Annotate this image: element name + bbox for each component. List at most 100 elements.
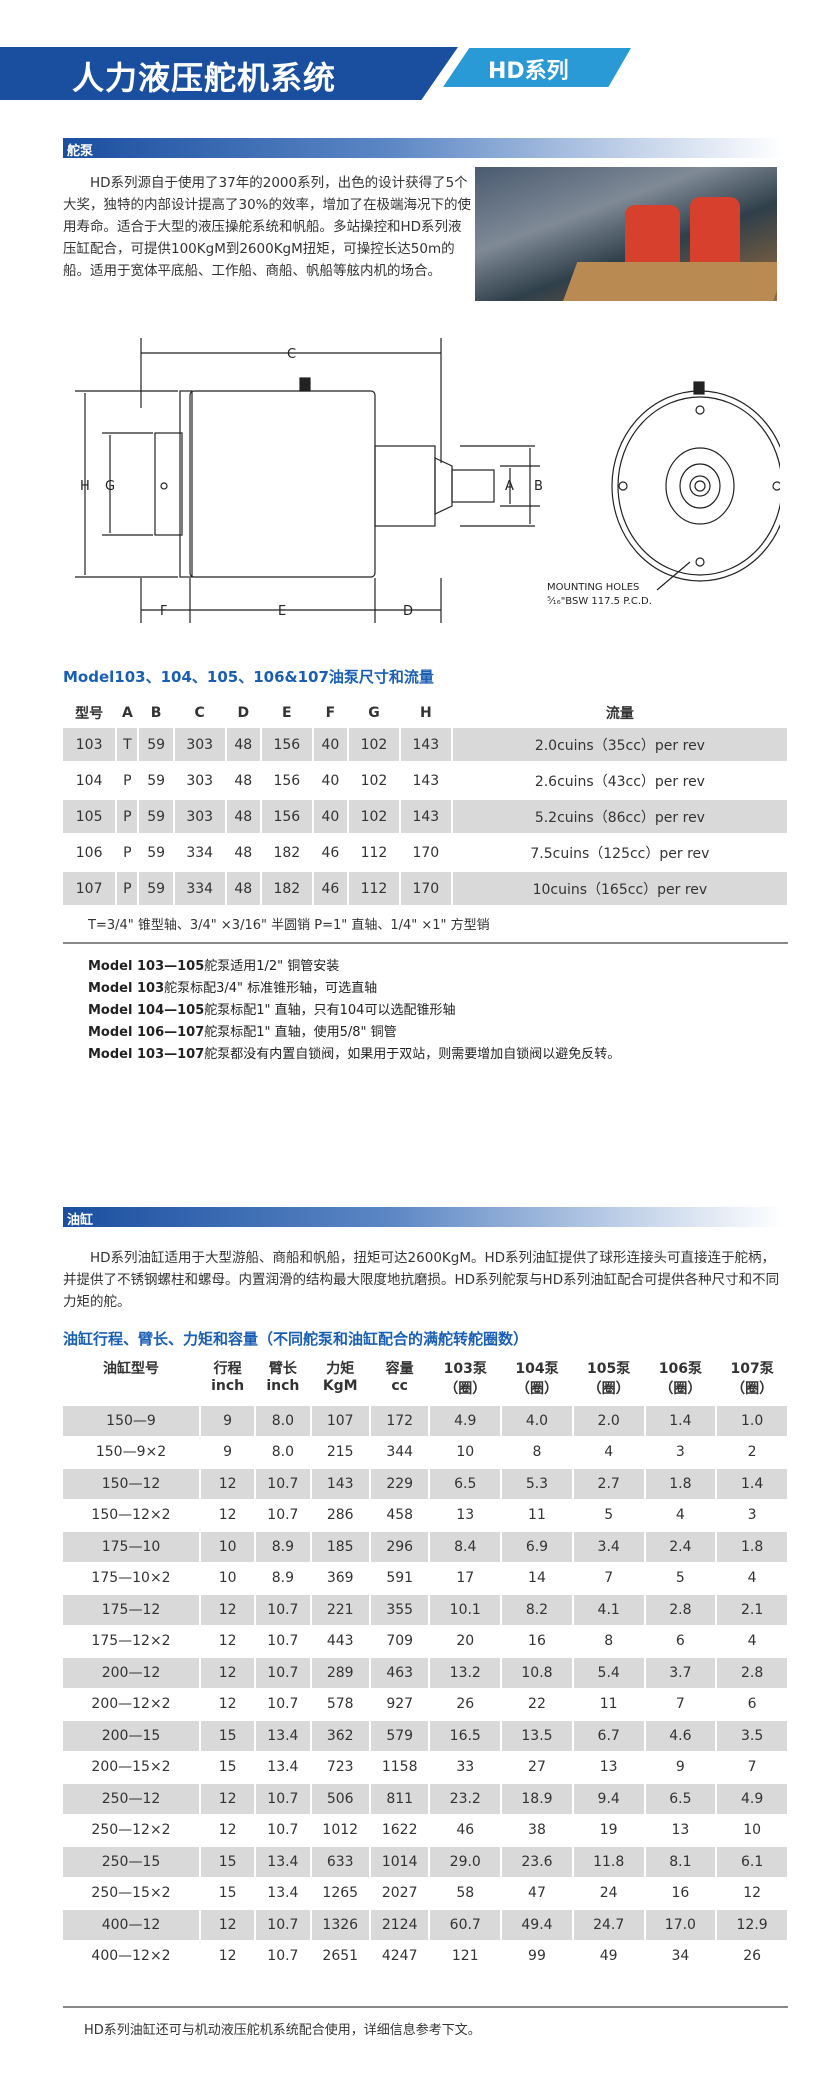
note-line: Model 103—105舵泵适用1/2" 铜管安装 [88,956,620,978]
table-cell: 156 [261,800,312,836]
table-cell: 22 [502,1690,572,1721]
column-header: B [150,705,162,721]
table-cell: 170 [400,872,451,908]
pump-description: HD系列源自于使用了37年的2000系列，出色的设计获得了5个大奖，独特的内部设… [63,175,472,279]
table-row: 200—12×2 12 10.7 578 927 26 22 11 7 6 [63,1690,787,1721]
table-row: 200—12 12 10.7 289 463 13.2 10.8 5.4 3.7 2.8 [63,1658,787,1690]
table-cell: 10.7 [256,1910,310,1942]
table-cell: 106 [63,836,116,872]
column-header: F [325,705,336,721]
note-text: 舵泵适用1/2" 铜管安装 [204,959,340,974]
table-cell: 12 [201,1816,255,1847]
table-cell: 7 [573,1564,644,1595]
table-cell: 6.5 [645,1784,716,1816]
table-cell: 10.7 [256,1627,310,1658]
table-cell: 105 [63,800,116,836]
table-cell: 4 [645,1501,716,1532]
table-cell: 172 [370,1406,429,1438]
table-cell: 9 [201,1438,255,1469]
table-row: 103 T 59 303 48 156 40 102 143 2.0cuins（35cc）per … [63,728,787,764]
mounting-spec-label: ⁵⁄₁₆"BSW 117.5 P.C.D. [547,596,652,607]
table-cell: 709 [370,1627,429,1658]
column-header: 104泵 （圈） [502,1358,572,1406]
column-header-line1: 104泵 [515,1361,559,1377]
section-title: 舵泵 [67,144,94,159]
table-cell: 59 [139,800,173,836]
table-cell: 2.8 [717,1658,787,1690]
table-cell: 10.7 [256,1816,310,1847]
column-header: G [368,705,380,721]
table-cell: 12 [201,1658,255,1690]
table-cell: P [117,764,138,800]
table-cell: 59 [139,836,173,872]
table-cell: 102 [349,764,399,800]
table-cell: 6.9 [502,1532,572,1564]
table-cell: 1.4 [645,1406,716,1438]
table-cell: 250—12×2 [63,1816,199,1847]
table-cell: 150—9 [63,1406,199,1438]
cylinder-footnote: HD系列油缸还可与机动液压舵机系统配合使用，详细信息参考下文。 [84,2023,481,2038]
table-cell: 150—12 [63,1469,199,1501]
table-cell: 11 [502,1501,572,1532]
table-cell: 8.9 [256,1532,310,1564]
table-cell: 579 [370,1721,429,1753]
column-header: 103泵 （圈） [430,1358,500,1406]
table-cell: 8.0 [256,1438,310,1469]
pump-table-title: Model103、104、105、106&107油泵尺寸和流量 [63,668,434,686]
table-cell: 591 [370,1564,429,1595]
section-header-cylinder: 油缸 [63,1207,783,1228]
table-cell: 1014 [370,1847,429,1879]
column-header: E [282,705,292,721]
table-cell: 443 [311,1627,369,1658]
table-row: 175—12×2 12 10.7 443 709 20 16 8 6 4 [63,1627,787,1658]
note-text: 舵泵都没有内置自锁阀，如果用于双站，则需要增加自锁阀以避免反转。 [204,1047,621,1062]
table-cell: 112 [349,836,399,872]
column-header-line2: cc [391,1378,408,1394]
table-cell: 286 [311,1501,369,1532]
table-cell: 400—12×2 [63,1942,199,1973]
column-header: 流量 [605,706,634,722]
dim-d-label: D [403,604,413,619]
table-cell: 5 [645,1564,716,1595]
table-cell: 200—15 [63,1721,199,1753]
table-cell: 16 [502,1627,572,1658]
column-header: C [194,705,205,721]
table-cell: 12 [201,1784,255,1816]
table-cell: 102 [349,800,399,836]
table-row: 105 P 59 303 48 156 40 102 143 5.2cuins（86cc）per … [63,800,787,836]
table-cell: 185 [311,1532,369,1564]
table-cell: 6 [645,1627,716,1658]
table-cell: 12 [201,1595,255,1627]
table-cell: 175—10×2 [63,1564,199,1595]
table-cell: 334 [174,872,225,908]
table-cell: 19 [573,1816,644,1847]
table-cell: 7 [645,1690,716,1721]
table-cell: 15 [201,1847,255,1879]
column-header: 106泵 （圈） [646,1358,716,1406]
cylinder-table: 油缸型号 行程 inch 臂长 inch 力矩 KgM 容量 cc 103泵 （圈） 104泵 （圈） 1… [61,1358,789,1973]
table-cell: 7 [717,1753,787,1784]
table-cell: 20 [430,1627,501,1658]
table-row: 200—15 15 13.4 362 579 16.5 13.5 6.7 4.6 3.5 [63,1721,787,1753]
table-cell: 1012 [311,1816,369,1847]
table-cell: 143 [311,1469,369,1501]
table-cell: 3 [645,1438,716,1469]
note-text: 舵泵标配3/4" 标准锥形轴，可选直轴 [164,981,378,996]
table-cell: 4.0 [502,1406,572,1438]
table-row: 175—12 12 10.7 221 355 10.1 8.2 4.1 2.8 2.1 [63,1595,787,1627]
table-cell: 175—12 [63,1595,199,1627]
table-cell: 48 [226,728,260,764]
note-model: Model 104—105 [88,1003,205,1018]
table-cell: 221 [311,1595,369,1627]
table-cell: 200—12×2 [63,1690,199,1721]
table-cell: 8.2 [502,1595,572,1627]
table-row: 400—12 12 10.7 1326 2124 60.7 49.4 24.7 17.0 12.9 [63,1910,787,1942]
table-cell: 156 [261,728,312,764]
table-cell: 33 [430,1753,501,1784]
table-cell: 10.7 [256,1658,310,1690]
shaft-footnote: T=3/4" 锥型轴、3/4" ×3/16" 半圆销 P=1" 直轴、1/4" … [88,918,490,933]
table-cell: 578 [311,1690,369,1721]
table-cell: 14 [502,1564,572,1595]
table-cell: 633 [311,1847,369,1879]
table-cell: 10 [717,1816,787,1847]
